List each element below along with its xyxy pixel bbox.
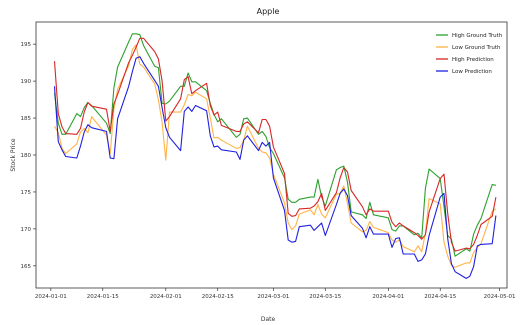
y-axis: 165 170 175 180 185 190 195	[21, 42, 36, 270]
x-tick-label: 2024-04-15	[424, 294, 456, 300]
x-tick-label: 2024-02-15	[202, 294, 234, 300]
legend-label: High Ground Truth	[452, 33, 503, 39]
x-tick-label: 2024-03-01	[257, 294, 289, 300]
series-line-high-prediction	[53, 37, 497, 252]
x-tick-label: 2024-01-15	[87, 294, 119, 300]
legend: High Ground Truth Low Ground Truth High Pr…	[436, 33, 503, 75]
x-axis: 2024-01-01 2024-01-15 2024-02-01 2024-02-15…	[35, 288, 516, 300]
y-axis-label: Stock Price	[10, 138, 17, 171]
x-tick-label: 2024-03-15	[309, 294, 341, 300]
y-tick-label: 170	[21, 227, 32, 233]
legend-label: High Prediction	[452, 57, 494, 63]
y-tick-label: 180	[21, 153, 32, 159]
y-tick-label: 185	[21, 116, 32, 122]
series-line-low-prediction	[53, 56, 497, 279]
x-axis-label: Date	[261, 316, 276, 323]
y-tick-label: 165	[21, 264, 32, 270]
y-tick-label: 190	[21, 79, 32, 85]
y-tick-label: 195	[21, 42, 32, 48]
legend-label: Low Ground Truth	[452, 45, 501, 51]
x-tick-label: 2024-05-01	[484, 294, 516, 300]
x-tick-label: 2024-01-01	[35, 294, 67, 300]
chart-title: Apple	[257, 7, 280, 16]
x-tick-label: 2024-02-01	[150, 294, 182, 300]
x-tick-label: 2024-04-01	[372, 294, 404, 300]
y-tick-label: 175	[21, 190, 32, 196]
legend-label: Low Prediction	[452, 69, 492, 75]
series-line-high-ground-truth	[53, 33, 497, 257]
series-group	[53, 33, 497, 279]
